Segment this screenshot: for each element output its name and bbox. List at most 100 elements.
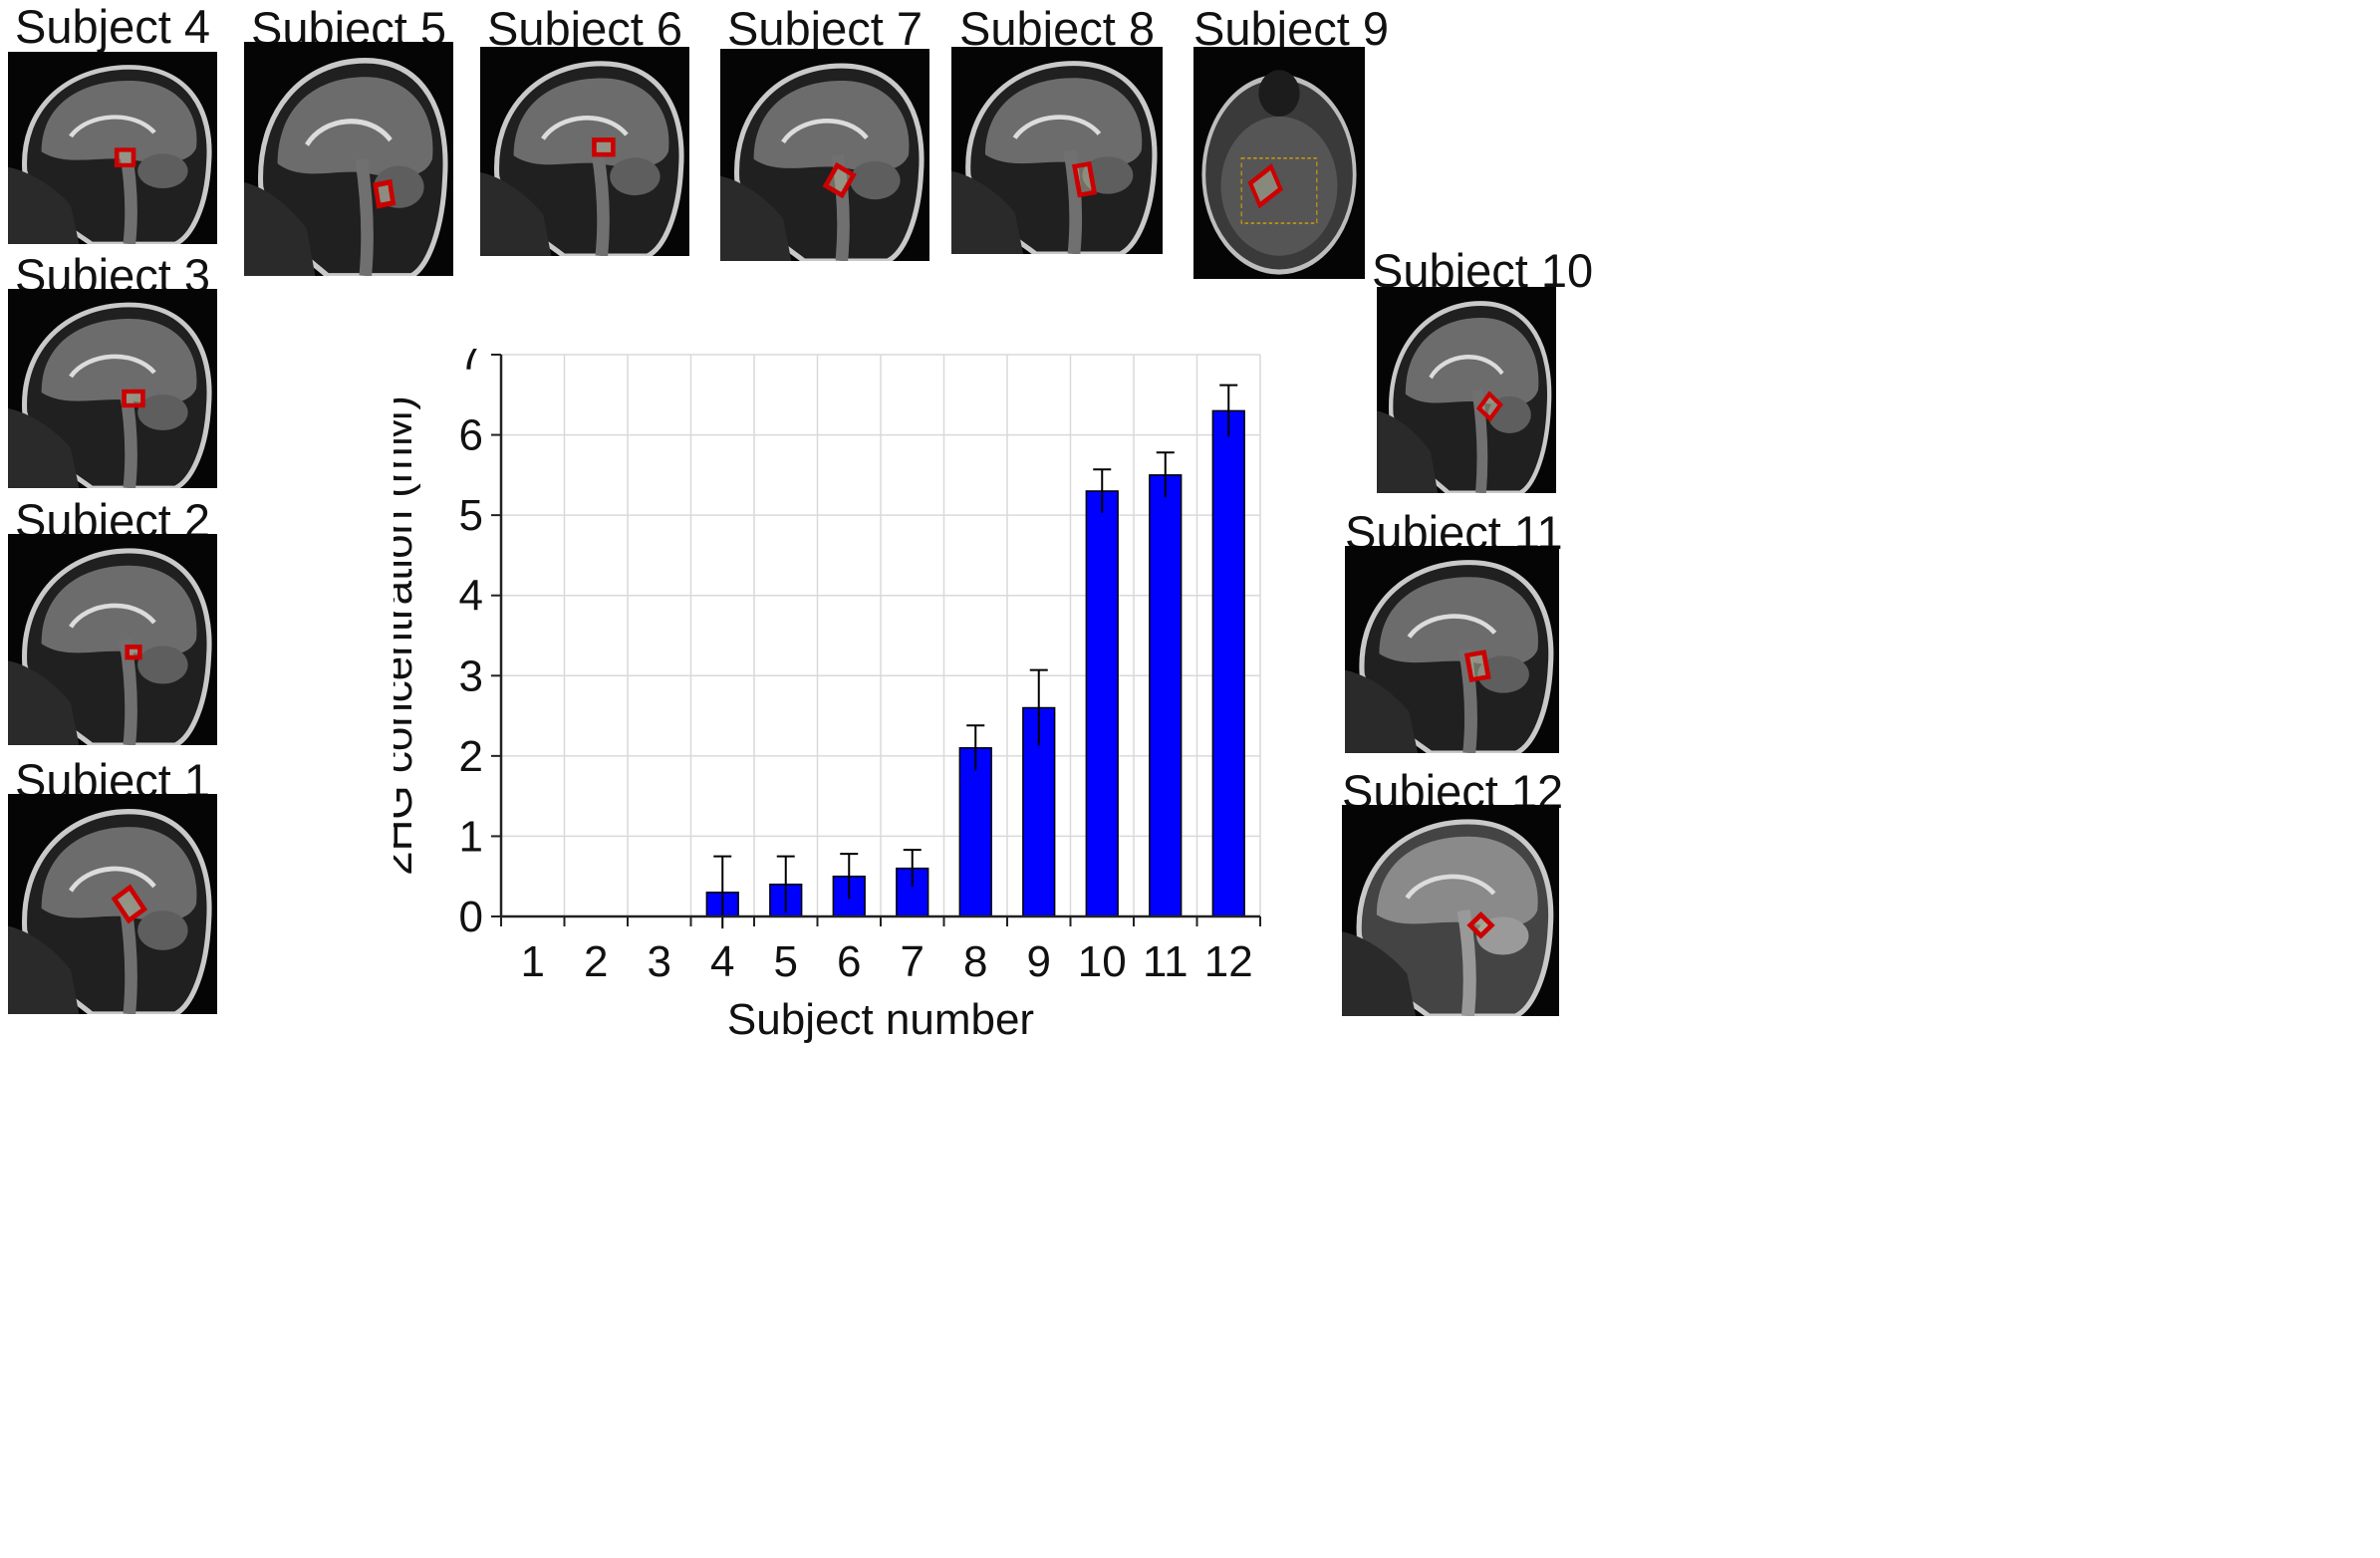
subject-8-mri-image [951,47,1163,254]
x-tick-label-3: 3 [648,937,671,986]
subject-9-roi-box [1247,163,1283,209]
chart-gridlines [501,354,1261,917]
x-tick-label-6: 6 [837,937,861,986]
subject-4-panel: Subject 4 [8,0,217,244]
subject-6-cerebrum [513,78,669,168]
subject-4-cerebellum [137,153,188,189]
subject-2-roi-box [125,645,142,660]
subject-4-cerebrum [41,80,197,163]
subject-8-corpus-callosum [1012,115,1102,139]
subject-6-label: Subject 6 [487,2,682,55]
bar-subject-8 [958,747,992,917]
subject-11-cerebrum [1379,577,1538,665]
y-tick-label-0: 0 [459,893,483,941]
subject-11-panel: Subject 11 [1345,506,1563,755]
x-axis-label: Subject number [727,995,1034,1044]
subject-7-roi-box [822,161,857,199]
x-tick-label-4: 4 [710,937,734,986]
subject-7-cerebellum [850,160,901,200]
subject-2-mri-image [8,534,217,745]
subject-6-face [480,172,552,256]
subject-12-corpus-callosum [1405,874,1496,900]
y-tick-label-2: 2 [459,732,483,781]
y-tick-label-6: 6 [459,411,483,460]
y-tick-label-4: 4 [459,572,483,621]
x-tick-label-9: 9 [1027,937,1051,986]
subject-4-label: Subject 4 [15,0,210,53]
subject-6-roi-box [592,137,616,157]
subject-8-panel: Subject 8 [951,2,1163,256]
subject-3-panel: Subject 3 [8,249,217,490]
subject-7-label: Subject 7 [727,2,923,55]
subject-4-roi-box [114,147,136,167]
subject-11-corpus-callosum [1407,614,1497,639]
subject-3-cerebellum [137,394,188,430]
subject-11-roi-box [1463,649,1491,683]
y-axis-label: 2HG concentration (mM) [394,395,421,876]
subject-1-roi-box [111,884,147,924]
subject-5-brainstem [355,157,374,276]
x-tick-label-8: 8 [963,937,987,986]
subject-6-panel: Subject 6 [480,2,689,256]
x-tick-label-12: 12 [1204,937,1253,986]
subject-2-panel: Subject 2 [8,494,217,747]
subject-1-face [8,925,80,1014]
x-tick-label-10: 10 [1078,937,1127,986]
subject-7-mri-image [720,49,929,261]
subject-3-cerebrum [41,319,197,404]
subject-12-brainstem [1456,909,1476,1016]
subject-1-corpus-callosum [69,866,156,893]
subject-5-mri-image [244,42,453,276]
subject-10-cerebrum [1405,318,1539,406]
subject-12-mri-image [1342,805,1559,1016]
subject-5-corpus-callosum [305,119,393,146]
subject-1-cerebellum [137,910,188,950]
subject-1-panel: Subject 1 [8,754,217,1016]
y-tick-labels: 0 1 2 3 4 5 6 7 [459,349,483,941]
y-tick-label-3: 3 [459,651,483,700]
subject-7-corpus-callosum [781,118,869,144]
bar-subject-12 [1211,409,1245,917]
subject-1-mri-image [8,794,217,1014]
bar-subject-11 [1149,474,1183,917]
subject-10-roi-box [1475,390,1503,422]
subject-2-cerebrum [41,565,197,656]
subject-7-face [720,175,792,261]
subject-4-mri-image [8,52,217,244]
y-tick-label-5: 5 [459,491,483,540]
subject-11-mri-image [1345,546,1559,753]
subject-10-brainstem [1471,389,1488,493]
subject-12-cerebrum [1376,836,1538,927]
bar-subject-10 [1085,490,1119,917]
subject-8-label: Subject 8 [959,2,1155,55]
subject-4-face [8,166,80,244]
subject-6-brainstem [591,149,610,256]
y-tick-label-7: 7 [459,349,483,380]
subject-6-cerebellum [610,157,661,196]
subject-9-mri-image [1193,47,1365,279]
subject-5-cerebrum [277,77,433,177]
subject-12-roi-box [1466,911,1495,939]
y-tick-label-1: 1 [459,812,483,861]
subject-8-cerebrum [984,78,1143,166]
subject-9-panel: Subject 9 [1193,2,1389,279]
subject-2-cerebellum [137,646,188,684]
subject-3-corpus-callosum [69,354,156,379]
subject-12-face [1342,931,1417,1016]
subject-3-mri-image [8,289,217,488]
x-tick-label-1: 1 [521,937,545,986]
subject-5-panel: Subject 5 [244,2,453,276]
subject-8-face [951,170,1024,254]
subject-4-corpus-callosum [69,115,156,138]
subject-9-label: Subject 9 [1193,2,1389,55]
subject-6-corpus-callosum [541,115,629,140]
subject-8-roi-box [1071,160,1098,198]
subject-7-brainstem [831,153,850,261]
subject-9-sinus [1258,70,1300,117]
subject-2-corpus-callosum [69,603,156,629]
chart-axes [491,354,1261,926]
subject-10-panel: Subject 10 [1372,244,1593,495]
subject-6-mri-image [480,47,689,256]
subject-2-face [8,660,80,745]
